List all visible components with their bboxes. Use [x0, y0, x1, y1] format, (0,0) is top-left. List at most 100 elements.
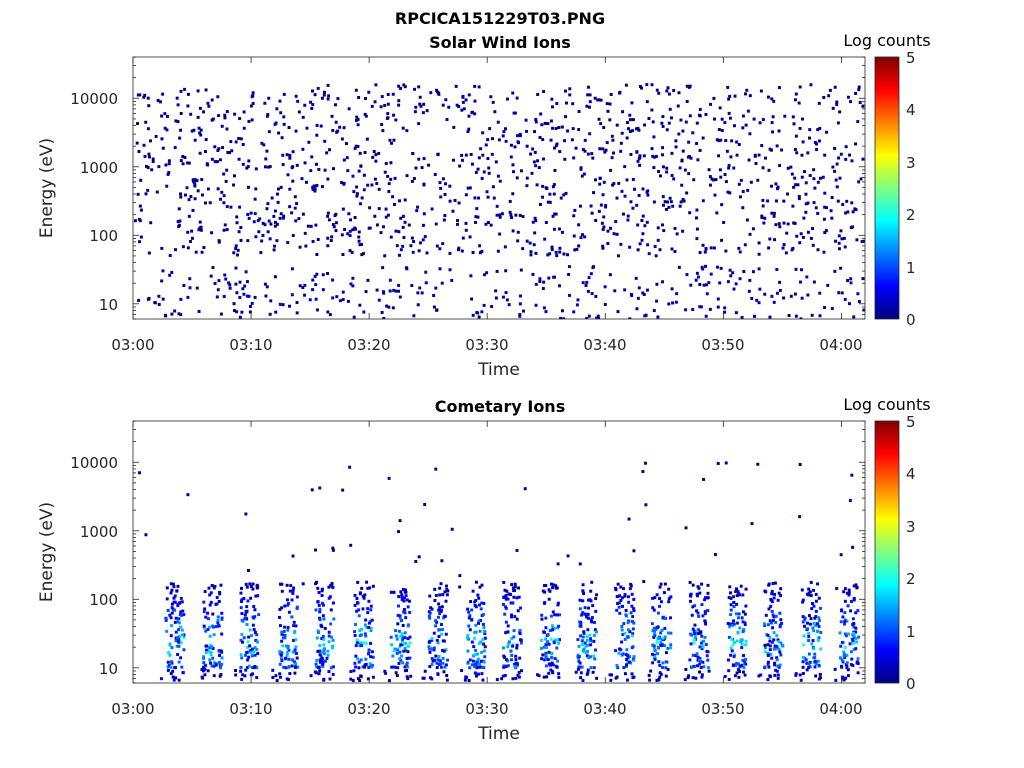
spectrogram-cell: [193, 178, 197, 182]
spectrogram-cell: [735, 671, 739, 675]
spectrogram-cell: [144, 164, 148, 168]
spectrogram-cell: [193, 138, 197, 142]
spectrogram-cell: [363, 665, 367, 669]
spectrogram-cell: [474, 630, 478, 634]
spectrogram-cell: [251, 615, 255, 619]
spectrogram-cell: [405, 665, 409, 669]
spectrogram-cell: [329, 666, 333, 670]
spectrogram-cell: [794, 673, 798, 677]
spectrogram-cell: [365, 625, 369, 629]
spectrogram-cell: [391, 92, 395, 96]
spectrogram-cell: [464, 153, 468, 157]
spectrogram-cell: [775, 268, 779, 272]
spectrogram-cell: [363, 593, 367, 597]
spectrogram-cell: [845, 619, 849, 623]
spectrogram-cell: [628, 317, 632, 319]
spectrogram-cell: [243, 674, 247, 678]
spectrogram-cell: [826, 283, 830, 287]
spectrogram-cell: [815, 148, 819, 152]
spectrogram-cell: [852, 636, 856, 640]
spectrogram-cell: [169, 591, 173, 595]
spectrogram-cell: [693, 632, 697, 636]
spectrogram-cell: [439, 582, 443, 586]
spectrogram-cell: [696, 628, 700, 632]
spectrogram-cell: [469, 274, 473, 278]
spectrogram-cell: [655, 299, 659, 303]
spectrogram-cell: [196, 189, 200, 193]
spectrogram-cell: [741, 126, 745, 130]
spectrogram-cell: [174, 639, 178, 643]
spectrogram-cell: [518, 632, 522, 636]
spectrogram-cell: [794, 183, 798, 187]
spectrogram-cell: [591, 156, 595, 160]
spectrogram-cell: [310, 488, 314, 492]
spectrogram-cell: [349, 670, 353, 674]
spectrogram-cell: [839, 152, 843, 156]
spectrogram-cell: [470, 663, 474, 667]
spectrogram-cell: [837, 234, 841, 238]
spectrogram-cell: [661, 616, 665, 620]
spectrogram-cell: [245, 605, 249, 609]
spectrogram-cell: [375, 181, 379, 185]
spectrogram-cell: [707, 281, 711, 285]
spectrogram-cell: [443, 214, 447, 218]
spectrogram-cell: [468, 666, 472, 670]
spectrogram-cell: [329, 239, 333, 243]
spectrogram-cell: [203, 663, 207, 667]
spectrogram-cell: [186, 295, 190, 299]
spectrogram-cell: [674, 300, 678, 304]
spectrogram-cell: [345, 156, 349, 160]
spectrogram-cell: [843, 622, 846, 626]
spectrogram-cell: [698, 630, 702, 634]
spectrogram-cell: [681, 229, 685, 233]
spectrogram-cell: [516, 230, 520, 234]
spectrogram-cell: [590, 152, 594, 156]
spectrogram-cell: [471, 659, 475, 663]
spectrogram-cell: [774, 199, 778, 203]
spectrogram-cell: [564, 115, 568, 119]
spectrogram-cell: [229, 140, 233, 144]
spectrogram-cell: [182, 635, 186, 639]
spectrogram-cell: [517, 595, 521, 599]
spectrogram-cell: [691, 605, 695, 609]
spectrogram-cell: [442, 218, 446, 222]
spectrogram-cell: [580, 665, 584, 669]
spectrogram-cell: [149, 221, 153, 225]
spectrogram-cell: [370, 618, 374, 622]
spectrogram-cell: [252, 628, 256, 632]
spectrogram-cell: [661, 636, 665, 640]
spectrogram-cell: [345, 142, 348, 146]
spectrogram-cell: [474, 220, 477, 224]
spectrogram-cell: [693, 604, 697, 608]
spectrogram-cell: [576, 298, 580, 302]
spectrogram-cell: [295, 606, 299, 610]
spectrogram-cell: [547, 662, 551, 666]
spectrogram-cell: [176, 652, 180, 656]
spectrogram-cell: [794, 672, 798, 676]
spectrogram-cell: [854, 583, 858, 587]
spectrogram-cell: [247, 294, 251, 298]
spectrogram-cell: [651, 120, 655, 124]
spectrogram-cell: [476, 593, 480, 597]
spectrogram-cell: [301, 286, 305, 290]
spectrogram-cell: [829, 209, 833, 213]
spectrogram-cell: [834, 678, 838, 682]
spectrogram-cell: [767, 607, 771, 611]
spectrogram-cell: [555, 102, 559, 106]
spectrogram-cell: [255, 633, 259, 637]
spectrogram-cell: [847, 588, 851, 592]
spectrogram-cell: [818, 314, 822, 318]
spectrogram-cell: [620, 653, 624, 657]
spectrogram-cell: [476, 215, 480, 219]
y-axis-label: Energy (eV): [37, 138, 57, 238]
spectrogram-cell: [625, 648, 629, 652]
spectrogram-cell: [173, 620, 177, 624]
spectrogram-cell: [616, 602, 619, 606]
spectrogram-cell: [513, 111, 517, 115]
spectrogram-cell: [209, 591, 213, 595]
spectrogram-cell: [396, 648, 400, 652]
spectrogram-cell: [681, 149, 685, 153]
spectrogram-cell: [240, 632, 244, 636]
spectrogram-cell: [525, 239, 529, 243]
spectrogram-cell: [193, 197, 197, 201]
